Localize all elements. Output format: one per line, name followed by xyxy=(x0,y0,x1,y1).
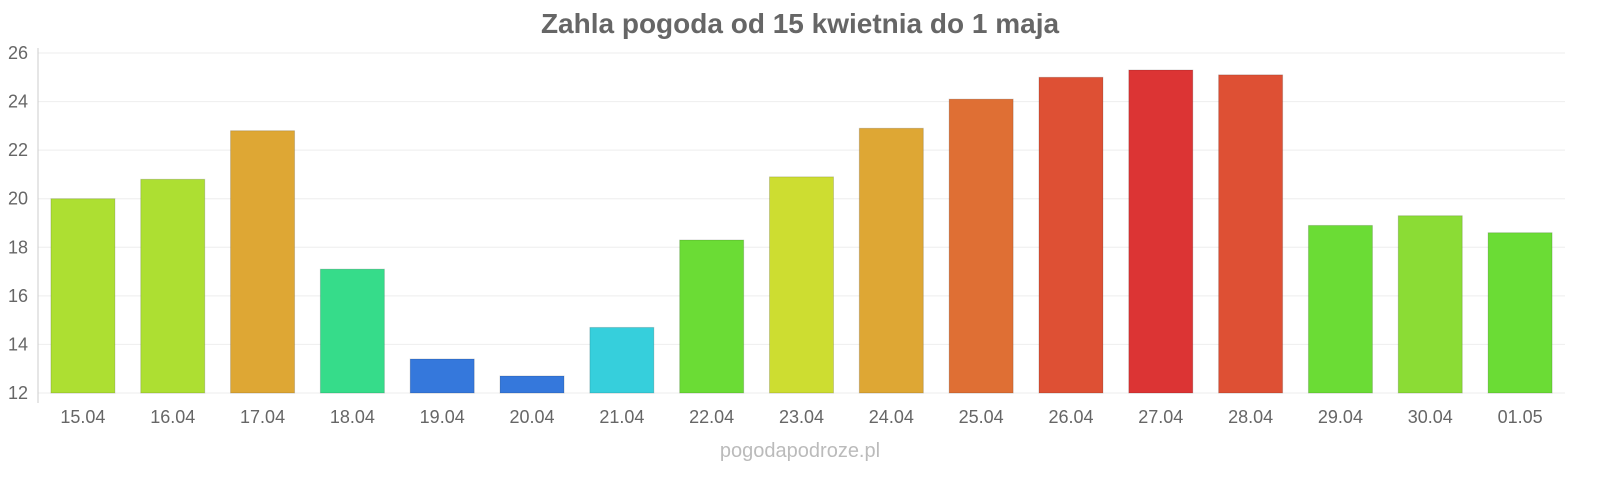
y-tick-label: 22 xyxy=(8,140,28,160)
x-tick-label: 23.04 xyxy=(779,407,824,427)
y-tick-label: 26 xyxy=(8,43,28,63)
bar-29.04 xyxy=(1307,224,1373,394)
bar-25.04 xyxy=(948,98,1014,394)
x-tick-label: 18.04 xyxy=(330,407,375,427)
y-tick-label: 20 xyxy=(8,189,28,209)
bar-28.04 xyxy=(1218,74,1284,394)
y-tick-label: 24 xyxy=(8,92,28,112)
x-tick-label: 16.04 xyxy=(150,407,195,427)
x-tick-label: 30.04 xyxy=(1408,407,1453,427)
x-tick-label: 15.04 xyxy=(60,407,105,427)
x-tick-label: 28.04 xyxy=(1228,407,1273,427)
y-tick-label: 16 xyxy=(8,286,28,306)
bar-18.04 xyxy=(319,268,385,394)
x-tick-label: 26.04 xyxy=(1048,407,1093,427)
watermark: pogodapodroze.pl xyxy=(719,440,881,462)
x-tick-label: 25.04 xyxy=(959,407,1004,427)
x-tick-label: 17.04 xyxy=(240,407,285,427)
bar-23.04 xyxy=(769,176,834,394)
bar-26.04 xyxy=(1038,76,1104,394)
x-tick-label: 19.04 xyxy=(420,407,465,427)
bar-22.04 xyxy=(679,239,745,394)
x-tick-label: 01.05 xyxy=(1498,407,1543,427)
x-tick-label: 21.04 xyxy=(599,407,644,427)
bar-30.04 xyxy=(1397,215,1463,394)
y-tick-label: 14 xyxy=(8,334,28,354)
bar-16.04 xyxy=(140,178,206,394)
bar-27.04 xyxy=(1128,69,1194,394)
bar-20.04 xyxy=(499,375,565,394)
x-tick-label: 29.04 xyxy=(1318,407,1363,427)
x-tick-label: 27.04 xyxy=(1138,407,1183,427)
bar-24.04 xyxy=(858,127,924,394)
x-tick-label: 20.04 xyxy=(510,407,555,427)
x-tick-label: 22.04 xyxy=(689,407,734,427)
bar-21.04 xyxy=(589,326,655,394)
x-tick-label: 24.04 xyxy=(869,407,914,427)
chart-title: Zahla pogoda od 15 kwietnia do 1 maja xyxy=(540,8,1060,39)
y-tick-label: 12 xyxy=(8,383,28,403)
bar-15.04 xyxy=(50,198,116,394)
y-tick-label: 18 xyxy=(8,237,28,257)
bar-01.05 xyxy=(1487,232,1553,394)
bar-19.04 xyxy=(409,358,475,394)
bar-17.04 xyxy=(230,130,296,394)
